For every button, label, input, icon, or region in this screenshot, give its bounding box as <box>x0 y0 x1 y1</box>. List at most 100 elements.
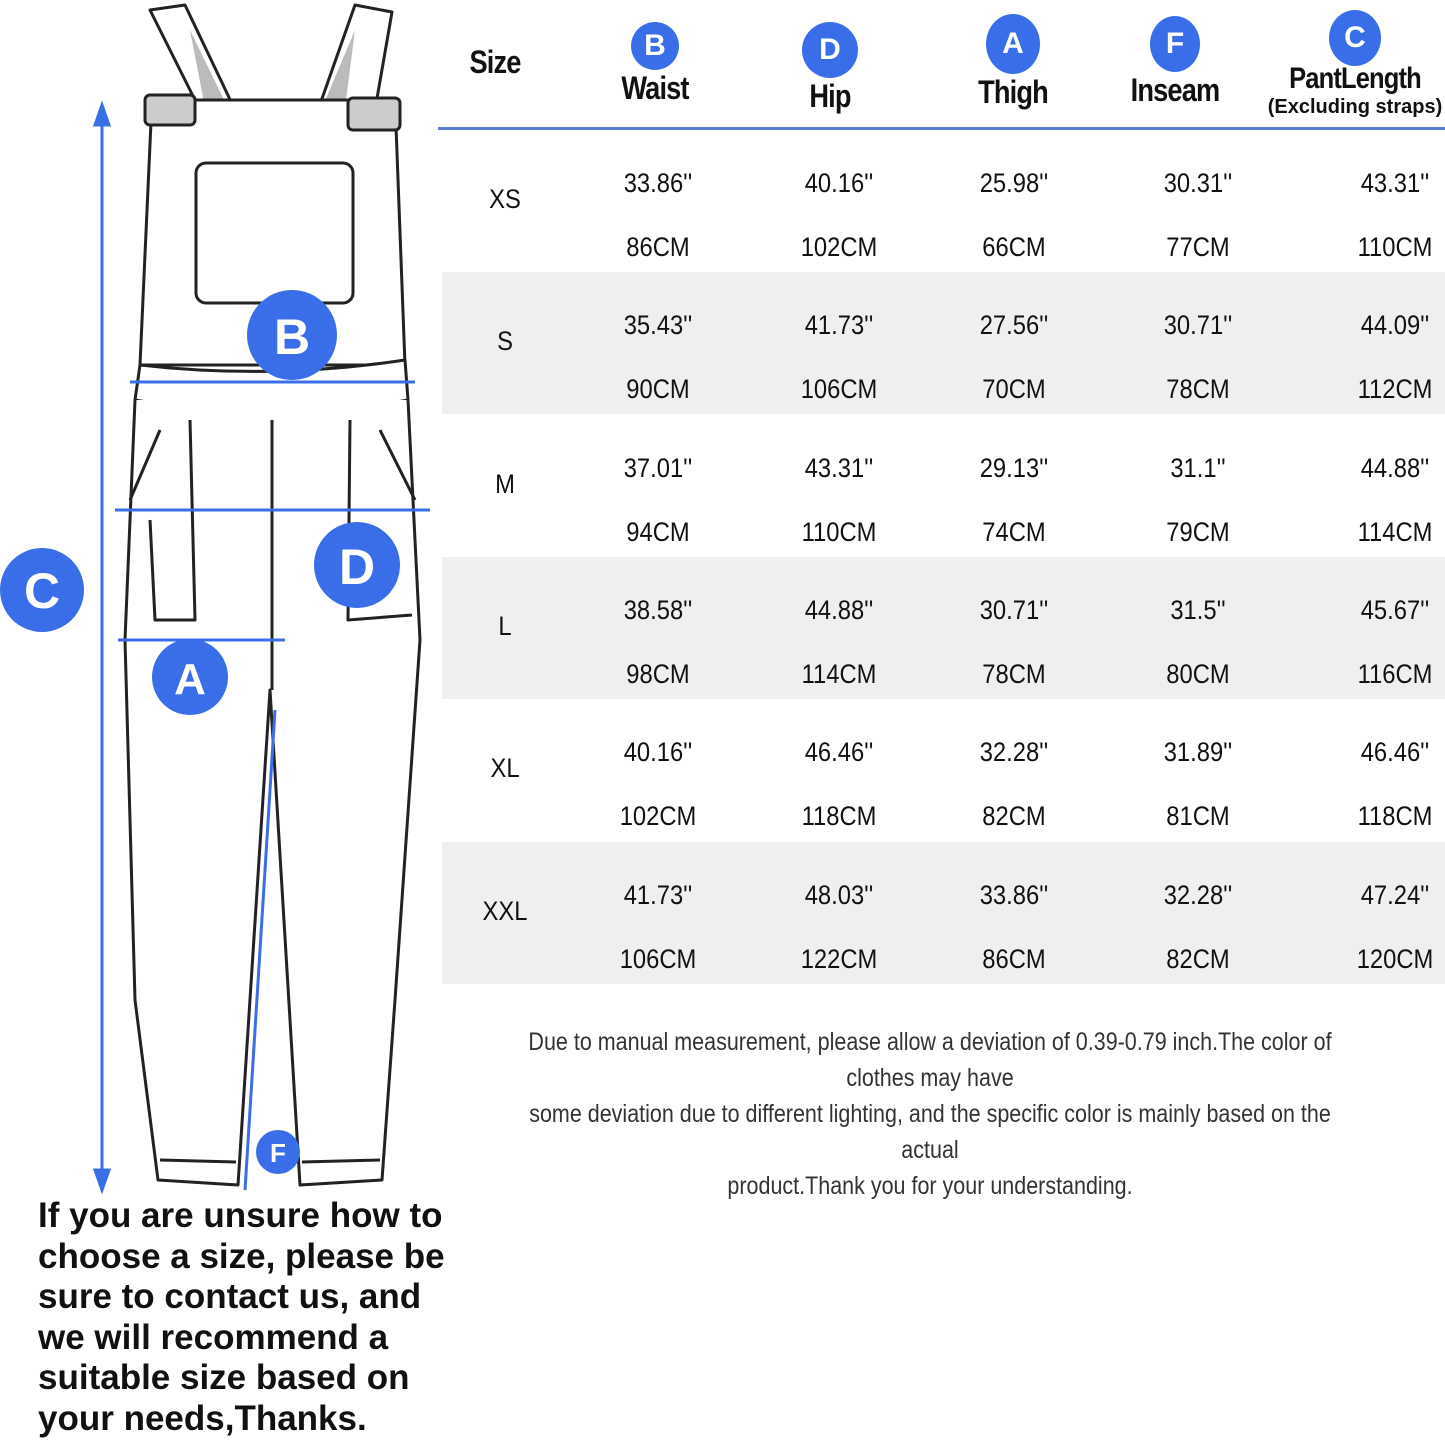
table-row: M 37.01'' 94CM 43.31'' 110CM 29.13'' 74CM 31.1'… <box>442 415 1445 557</box>
inch-value: 47.24'' <box>1360 879 1430 910</box>
table-row: XS 33.86'' 86CM 40.16'' 102CM 25.98'' 66CM 30.3… <box>442 130 1445 272</box>
inch-value: 33.86'' <box>623 168 693 198</box>
svg-text:B: B <box>274 309 310 365</box>
inch-value: 32.28'' <box>1163 879 1233 910</box>
note-line: Due to manual measurement, please allow … <box>528 1028 1332 1092</box>
inch-value: 31.5'' <box>1170 594 1226 625</box>
cm-value: 77CM <box>1166 232 1230 262</box>
cm-value: 112CM <box>1357 374 1433 405</box>
advice-line: sure to contact us, and <box>38 1277 422 1316</box>
header-label: Waist <box>621 70 689 106</box>
svg-text:C: C <box>24 563 60 619</box>
cm-value: 80CM <box>1166 658 1230 689</box>
badge-d: D <box>802 22 858 78</box>
header-label: Inseam <box>1130 72 1220 108</box>
measurement-note: Due to manual measurement, please allow … <box>500 1024 1360 1204</box>
cm-value: 110CM <box>1357 232 1433 262</box>
svg-text:A: A <box>174 655 206 704</box>
cm-value: 82CM <box>982 801 1046 832</box>
cm-value: 79CM <box>1166 516 1230 547</box>
cm-value: 116CM <box>1357 658 1433 689</box>
badge-f: F <box>1150 16 1200 72</box>
size-advice: If you are unsure how to choose a size, … <box>38 1196 478 1439</box>
inch-value: 44.88'' <box>1360 452 1430 483</box>
table-row: S 35.43'' 90CM 41.73'' 106CM 27.56'' 70CM 30.71… <box>442 272 1445 415</box>
advice-line: choose a size, please be <box>38 1236 445 1276</box>
inch-value: 41.73'' <box>623 879 693 910</box>
cm-value: 106CM <box>800 374 878 405</box>
header-label: Hip <box>809 78 851 114</box>
badge-c: C <box>1329 10 1381 66</box>
size-cell: XL <box>490 753 520 784</box>
svg-text:F: F <box>270 1138 286 1168</box>
cm-value: 98CM <box>626 658 690 689</box>
cm-value: 90CM <box>626 374 690 405</box>
inch-value: 44.88'' <box>804 594 874 625</box>
note-line: product.Thank you for your understanding… <box>727 1172 1133 1200</box>
header-label: Size <box>469 44 521 80</box>
advice-line: we will recommend a <box>38 1317 389 1357</box>
inch-value: 27.56'' <box>979 310 1049 341</box>
cm-value: 81CM <box>1166 801 1230 832</box>
inch-value: 43.31'' <box>804 452 874 483</box>
cm-value: 118CM <box>1357 801 1433 832</box>
marker-badges: C B D A F <box>0 290 400 1174</box>
header-waist: B Waist <box>580 0 730 128</box>
inch-value: 48.03'' <box>804 879 874 910</box>
header-thigh: A Thigh <box>938 0 1088 128</box>
size-cell: XXL <box>482 895 528 926</box>
inch-value: 35.43'' <box>623 310 693 341</box>
header-label: PantLength <box>1289 62 1422 95</box>
table-row: XXL 41.73'' 106CM 48.03'' 122CM 33.86'' 86CM 32… <box>442 841 1445 984</box>
inch-value: 30.31'' <box>1163 168 1233 198</box>
inch-value: 30.71'' <box>1163 310 1233 341</box>
note-line: some deviation due to different lighting… <box>529 1100 1331 1164</box>
cm-value: 102CM <box>619 801 697 832</box>
cm-value: 114CM <box>1357 516 1433 547</box>
cm-value: 78CM <box>982 658 1046 689</box>
table-row: L 38.58'' 98CM 44.88'' 114CM 30.71'' 78CM 31.5'… <box>442 556 1445 699</box>
header-pant-length: C PantLength (Excluding straps) <box>1255 0 1445 128</box>
cm-value: 70CM <box>982 374 1046 405</box>
inch-value: 43.31'' <box>1360 168 1430 198</box>
cm-value: 66CM <box>982 232 1046 262</box>
inch-value: 41.73'' <box>804 310 874 341</box>
inch-value: 37.01'' <box>623 452 693 483</box>
size-cell: S <box>497 326 513 357</box>
cm-value: 106CM <box>619 943 697 974</box>
inch-value: 40.16'' <box>623 737 693 768</box>
cm-value: 122CM <box>800 943 878 974</box>
inch-value: 46.46'' <box>1360 737 1430 768</box>
inch-value: 29.13'' <box>979 452 1049 483</box>
header-size: Size <box>430 0 560 128</box>
advice-line: your needs,Thanks. <box>38 1398 367 1438</box>
inch-value: 30.71'' <box>979 594 1049 625</box>
svg-text:D: D <box>339 539 375 595</box>
cm-value: 82CM <box>1166 943 1230 974</box>
size-cell: XS <box>489 184 521 214</box>
inch-value: 46.46'' <box>804 737 874 768</box>
inch-value: 31.1'' <box>1170 452 1226 483</box>
cm-value: 118CM <box>801 801 877 832</box>
header-divider <box>438 127 1445 130</box>
cm-value: 94CM <box>626 516 690 547</box>
header-sub: (Excluding straps) <box>1267 96 1443 118</box>
badge-b: B <box>631 22 679 70</box>
inch-value: 45.67'' <box>1360 594 1430 625</box>
cm-value: 86CM <box>626 232 690 262</box>
overalls-diagram: C B D A F <box>0 3 430 1195</box>
advice-line: If you are unsure how to <box>38 1196 443 1235</box>
cm-value: 102CM <box>800 232 878 262</box>
cm-value: 86CM <box>982 943 1046 974</box>
header-label: Thigh <box>978 74 1049 110</box>
cm-value: 114CM <box>801 658 877 689</box>
inch-value: 25.98'' <box>979 168 1049 198</box>
header-inseam: F Inseam <box>1100 0 1250 128</box>
cm-value: 78CM <box>1166 374 1230 405</box>
inch-value: 33.86'' <box>979 879 1049 910</box>
cm-value: 74CM <box>982 516 1046 547</box>
inch-value: 31.89'' <box>1163 737 1233 768</box>
table-row: XL 40.16'' 102CM 46.46'' 118CM 32.28'' 82CM 31.… <box>442 699 1445 841</box>
advice-line: suitable size based on <box>38 1358 410 1397</box>
header-hip: D Hip <box>755 0 905 128</box>
